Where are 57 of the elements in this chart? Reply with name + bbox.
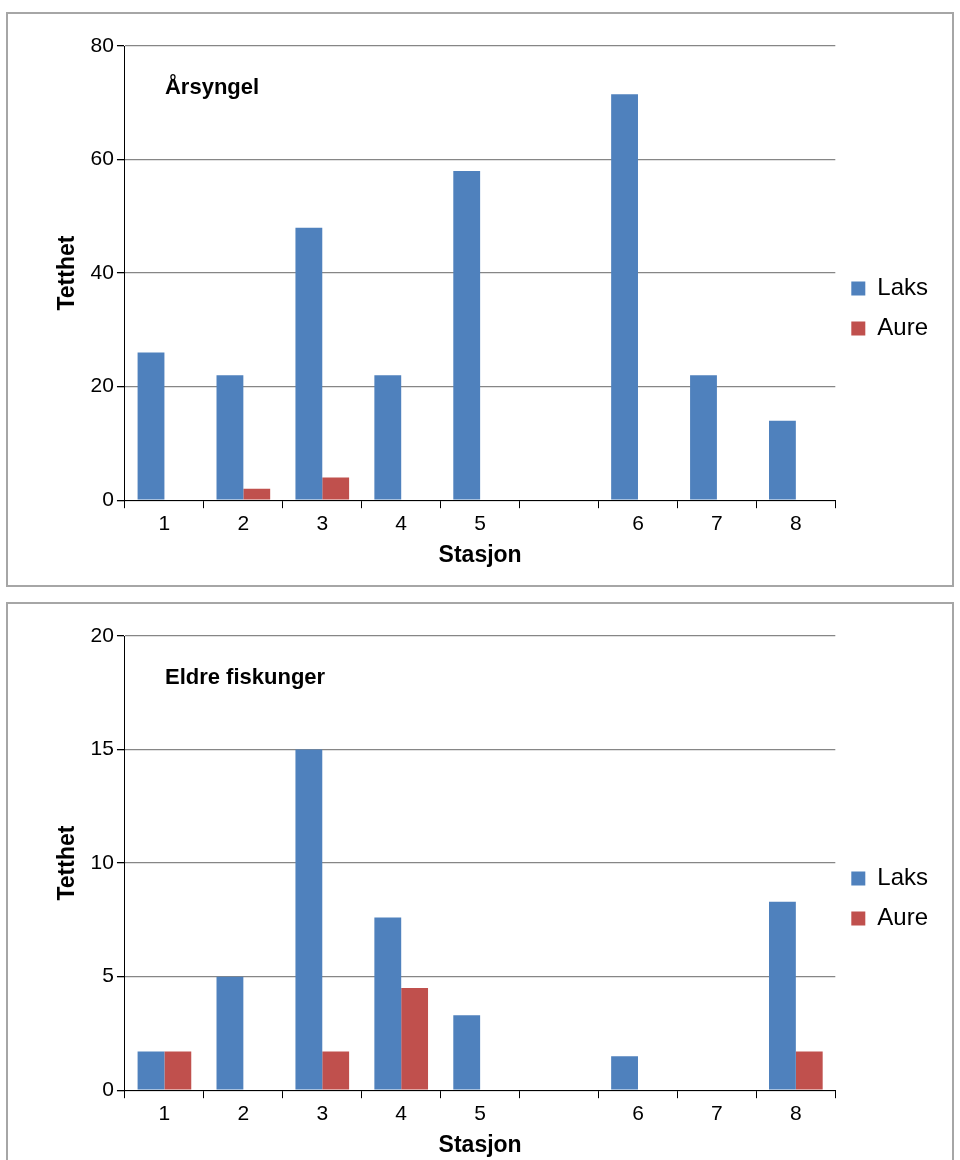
- bar: [611, 1056, 638, 1090]
- y-tick-label: 20: [90, 373, 114, 397]
- bar: [216, 375, 244, 500]
- x-tick-label: 7: [711, 510, 723, 534]
- x-tick-label: 6: [632, 1100, 644, 1124]
- y-tick-label: 10: [90, 849, 114, 873]
- x-tick-label: 3: [316, 1100, 329, 1124]
- y-tick-label: 15: [90, 736, 114, 760]
- x-tick-label: 1: [158, 1100, 171, 1124]
- y-axis-title: Tetthet: [53, 235, 80, 311]
- x-tick-label: 8: [790, 1100, 802, 1124]
- bar: [243, 488, 271, 500]
- bar: [137, 1051, 165, 1090]
- bar: [322, 1051, 350, 1090]
- bar: [453, 170, 481, 500]
- y-axis-title: Tetthet: [53, 825, 80, 901]
- x-tick-label: 3: [316, 510, 329, 534]
- bar: [216, 976, 244, 1090]
- bar: [374, 917, 402, 1090]
- bar: [164, 1051, 192, 1090]
- y-tick-label: 40: [90, 259, 114, 283]
- bar: [453, 1015, 481, 1090]
- x-tick-label: 1: [158, 510, 171, 534]
- bar: [795, 1051, 823, 1090]
- bar: [769, 420, 796, 500]
- legend-label: Aure: [877, 313, 929, 341]
- x-axis-title: Stasjon: [438, 540, 522, 567]
- bar: [611, 94, 638, 500]
- x-tick-label: 2: [237, 1100, 250, 1124]
- legend-label: Laks: [877, 863, 929, 891]
- bar: [374, 375, 402, 500]
- bar: [769, 901, 796, 1090]
- y-tick-label: 0: [102, 487, 114, 510]
- y-tick-label: 0: [102, 1077, 114, 1100]
- legend-label: Laks: [877, 273, 929, 301]
- text: Eldre fiskunger: [164, 664, 326, 690]
- legend-label: Aure: [877, 903, 929, 931]
- bar: [137, 352, 165, 500]
- x-tick-label: 6: [632, 510, 644, 534]
- text: Årsyngel: [164, 73, 260, 100]
- x-tick-label: 4: [395, 510, 408, 534]
- y-tick-label: 80: [90, 32, 114, 56]
- x-tick-label: 5: [474, 510, 486, 534]
- bar: [295, 749, 323, 1090]
- y-tick-label: 60: [90, 146, 114, 170]
- x-tick-label: 8: [790, 510, 802, 534]
- bar: [401, 988, 429, 1090]
- x-tick-label: 4: [395, 1100, 408, 1124]
- x-tick-label: 5: [474, 1100, 486, 1124]
- x-tick-label: 2: [237, 510, 250, 534]
- y-tick-label: 20: [90, 622, 114, 646]
- bar: [295, 227, 323, 500]
- x-axis-title: Stasjon: [438, 1130, 522, 1157]
- x-tick-label: 7: [711, 1100, 723, 1124]
- y-tick-label: 5: [102, 963, 114, 987]
- bar: [690, 375, 717, 500]
- bar: [322, 477, 350, 500]
